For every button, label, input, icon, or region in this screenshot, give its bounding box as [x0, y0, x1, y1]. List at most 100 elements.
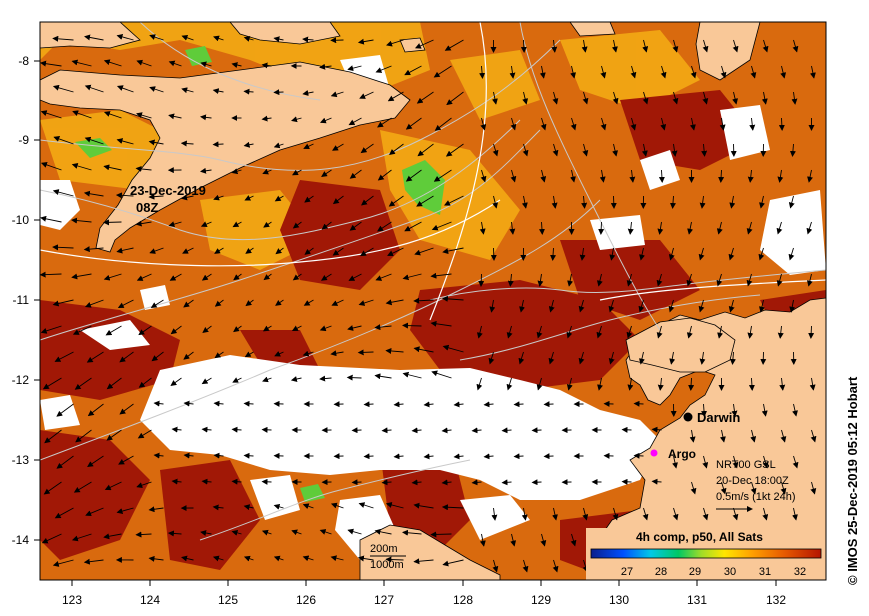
colorbar-tick-29: 29 [689, 566, 701, 578]
current-arrow [52, 559, 74, 567]
current-arrow [719, 429, 726, 443]
current-arrow [597, 377, 603, 391]
current-arrow [627, 377, 634, 391]
current-arrow [701, 143, 708, 157]
current-arrow [513, 453, 524, 460]
current-arrow [357, 555, 374, 562]
current-arrow [626, 325, 633, 339]
current-arrow [596, 273, 603, 287]
current-arrow [510, 533, 517, 547]
current-arrow [231, 529, 242, 536]
current-arrow [201, 377, 212, 385]
x-tick-label: 125 [218, 593, 238, 607]
current-arrow [509, 65, 516, 79]
current-arrow [633, 400, 644, 407]
current-arrow [117, 299, 134, 308]
current-arrow [148, 506, 164, 513]
current-arrow [750, 429, 757, 443]
current-arrow [231, 426, 242, 433]
current-arrow [414, 39, 434, 49]
current-arrow [777, 169, 784, 183]
current-key-line3: 0.5m/s (1kt 24h) [716, 491, 795, 503]
current-arrow [776, 221, 783, 235]
current-arrow [200, 167, 212, 174]
current-arrow [349, 221, 362, 231]
current-arrow [750, 481, 757, 495]
current-arrow [273, 503, 284, 510]
current-arrow [776, 273, 783, 287]
current-arrow [441, 504, 464, 511]
current-arrow [243, 400, 254, 407]
current-arrow [72, 325, 92, 335]
colorbar: 4h comp, p50, All Sats 27 28 29 30 31 32 [586, 528, 826, 580]
current-arrow [657, 221, 664, 235]
current-arrow [570, 533, 577, 547]
bathymetry-contours-white [40, 22, 826, 321]
current-arrow [153, 400, 164, 407]
current-arrow [150, 299, 164, 309]
current-arrow [789, 299, 796, 313]
current-arrow [660, 65, 667, 79]
current-arrow [168, 221, 182, 228]
current-arrow [232, 221, 242, 228]
current-arrow [629, 169, 636, 183]
current-arrow [103, 111, 122, 119]
small-island-2 [569, 22, 616, 37]
current-arrow [479, 65, 486, 79]
current-arrow [136, 273, 152, 281]
y-tick-label: -12 [12, 373, 30, 387]
current-arrow [581, 39, 588, 53]
current-arrow [491, 507, 498, 521]
current-arrow [385, 556, 404, 563]
current-arrow [780, 65, 787, 79]
current-arrow [728, 247, 735, 261]
current-arrow [137, 429, 152, 439]
current-arrow [304, 195, 314, 203]
current-arrow [351, 479, 362, 486]
current-arrow [441, 427, 452, 434]
current-arrow [387, 247, 404, 256]
current-arrow [702, 507, 709, 521]
current-arrow [599, 169, 606, 183]
current-arrow [385, 502, 404, 509]
current-arrow [732, 39, 739, 53]
current-arrow [431, 221, 452, 231]
current-arrow [321, 221, 332, 230]
current-arrow [531, 427, 542, 434]
current-arrow [136, 481, 152, 489]
current-arrow [522, 559, 529, 573]
current-arrow [116, 85, 134, 93]
current-arrow [536, 377, 543, 391]
current-arrow [347, 65, 362, 72]
current-arrow [810, 481, 817, 495]
current-arrow [304, 247, 314, 255]
current-arrow [381, 479, 392, 486]
current-arrow [302, 90, 314, 96]
current-arrows [40, 34, 817, 573]
current-arrow [84, 34, 104, 41]
current-arrow [809, 377, 816, 391]
current-arrow [358, 502, 374, 509]
current-arrow [413, 346, 434, 353]
current-arrow [570, 169, 576, 183]
current-arrow [244, 351, 254, 358]
y-tick-label: -13 [12, 453, 30, 467]
current-arrow [213, 194, 224, 201]
current-arrow [319, 63, 332, 70]
current-arrow [582, 143, 589, 157]
current-arrow [491, 91, 498, 105]
current-arrow [148, 555, 164, 562]
current-arrow [608, 351, 615, 365]
current-arrow [612, 507, 619, 521]
current-arrow [261, 62, 272, 69]
colorbar-title: 4h comp, p50, All Sats [636, 530, 763, 544]
current-arrow [404, 221, 422, 232]
y-tick-label: -11 [13, 293, 30, 307]
current-arrow [357, 38, 374, 45]
current-arrow [750, 65, 757, 79]
current-arrow [74, 377, 92, 390]
isobath-legend: 200m 1000m [370, 543, 406, 571]
current-arrow [116, 247, 134, 254]
current-arrow [243, 555, 254, 562]
current-arrow [641, 143, 648, 157]
